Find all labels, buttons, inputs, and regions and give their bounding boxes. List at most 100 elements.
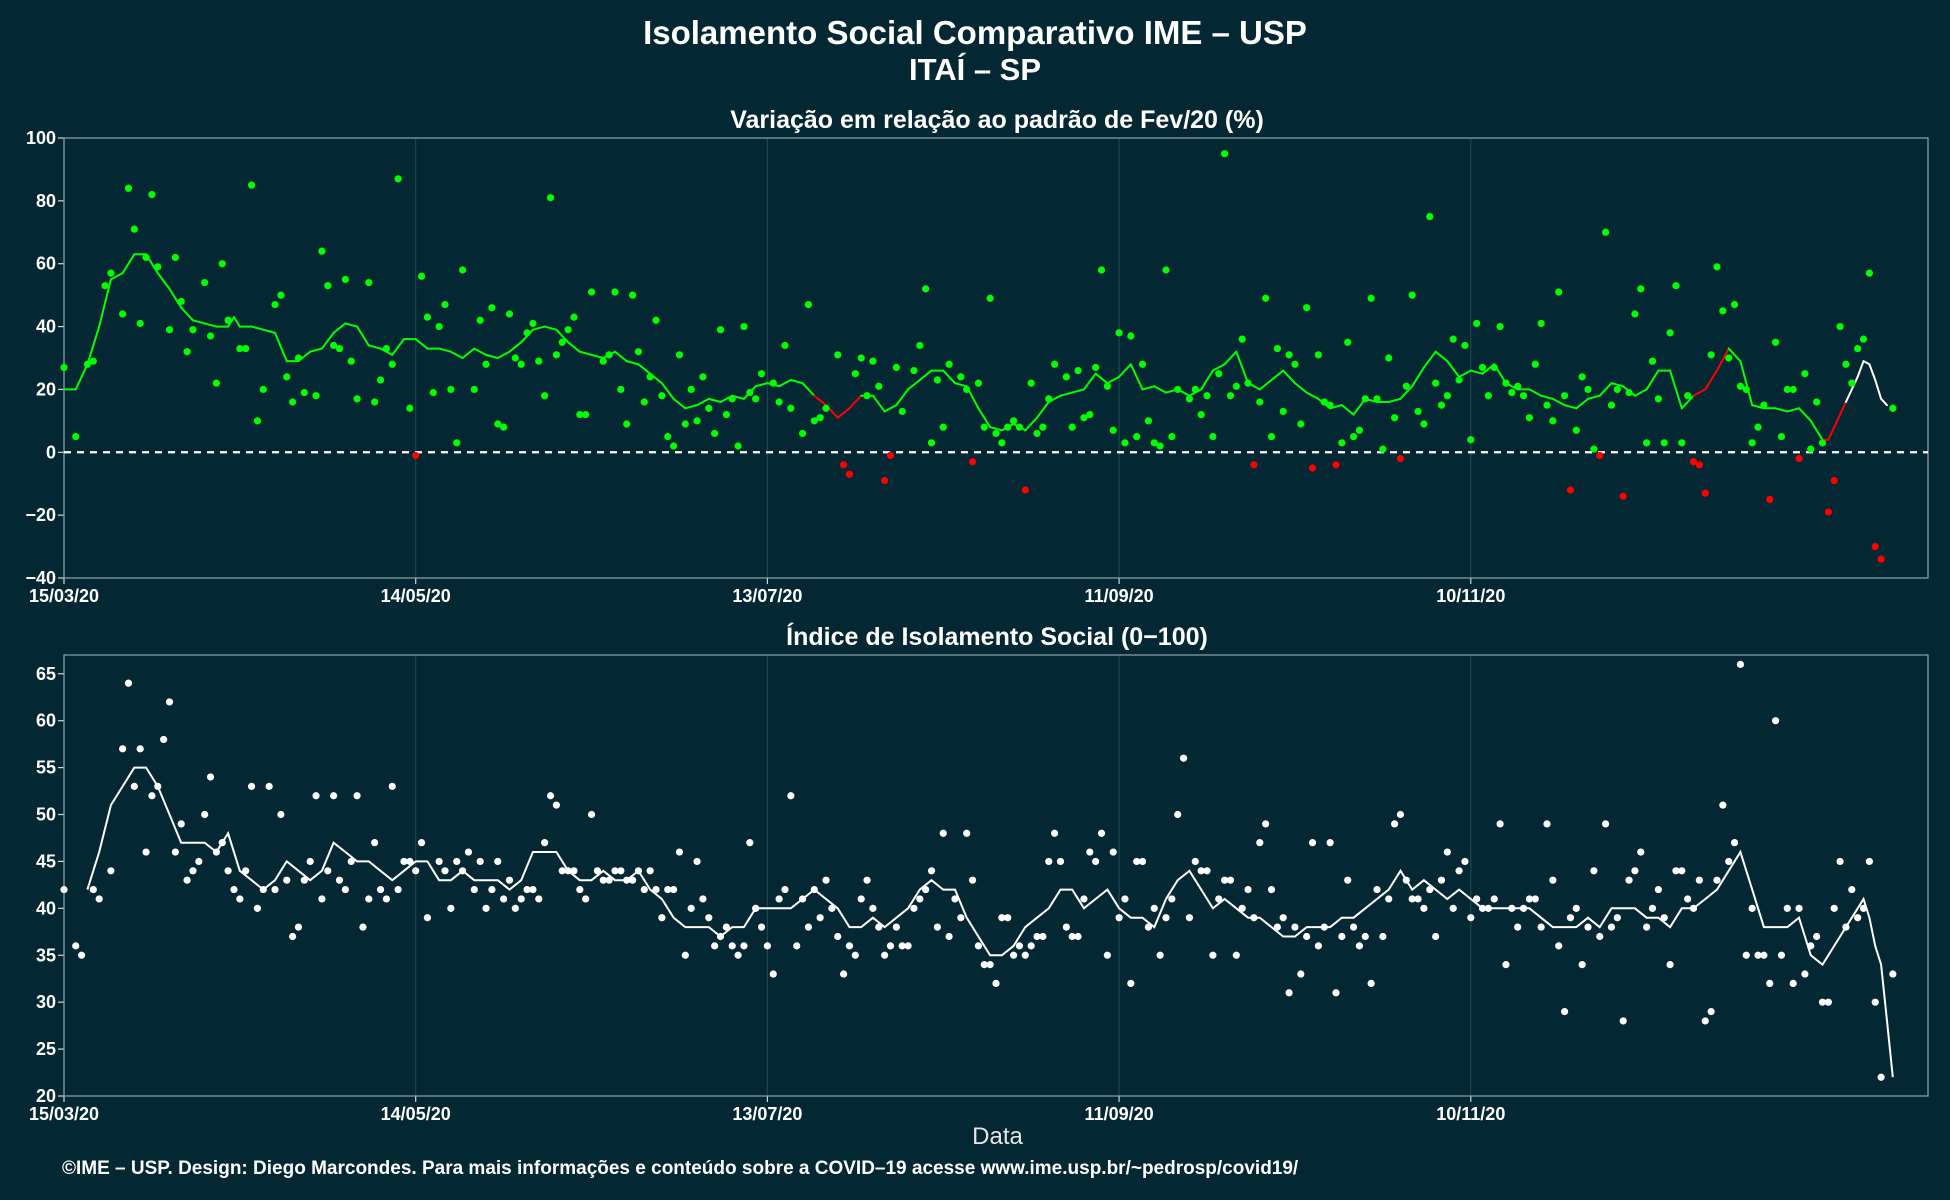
data-point <box>1865 857 1873 866</box>
data-point <box>1695 461 1703 469</box>
moving-average-segment <box>625 360 640 366</box>
data-point <box>1174 810 1182 819</box>
data-point <box>798 895 807 903</box>
data-point <box>1736 382 1745 390</box>
data-point <box>1420 904 1428 912</box>
data-point <box>1859 904 1868 912</box>
moving-average-segment <box>942 369 956 385</box>
data-point <box>992 979 1000 988</box>
data-point <box>623 876 631 884</box>
data-point <box>1162 914 1170 922</box>
data-point <box>1830 904 1838 912</box>
data-point <box>347 857 355 866</box>
data-point <box>1279 914 1287 922</box>
moving-average-segment <box>1715 347 1730 372</box>
data-point <box>1725 354 1733 362</box>
data-point <box>617 385 625 394</box>
data-point <box>670 885 678 894</box>
data-point <box>312 392 320 400</box>
data-point <box>939 829 947 837</box>
data-point <box>898 407 906 416</box>
moving-average-segment <box>1680 394 1695 410</box>
moving-average-segment <box>1129 363 1144 391</box>
moving-average-segment <box>180 306 194 322</box>
data-point <box>1531 895 1539 903</box>
data-point <box>201 278 209 287</box>
data-point <box>1701 489 1709 497</box>
data-point <box>711 429 719 438</box>
moving-average-segment <box>1223 350 1238 366</box>
data-point <box>593 867 602 875</box>
moving-average-segment <box>1094 372 1109 385</box>
data-point <box>670 442 678 450</box>
data-point <box>986 961 994 969</box>
y-tick-label: 45 <box>36 851 56 871</box>
data-point <box>523 885 531 894</box>
data-point <box>1238 904 1246 912</box>
data-point <box>875 923 883 931</box>
plot-border <box>63 137 1929 579</box>
moving-average-segment <box>473 347 488 356</box>
moving-average-segment <box>1598 382 1613 397</box>
data-point <box>1801 970 1809 978</box>
data-point <box>365 278 373 287</box>
data-point <box>1760 401 1768 409</box>
data-point <box>1566 914 1575 922</box>
y-tick-label: 40 <box>36 317 56 337</box>
data-point <box>734 951 742 959</box>
data-point <box>1332 989 1340 997</box>
data-point <box>1854 344 1862 353</box>
data-point <box>1062 923 1070 931</box>
data-point <box>441 867 449 875</box>
data-point <box>177 297 185 306</box>
data-point <box>986 294 994 302</box>
data-point <box>1566 486 1575 494</box>
data-point <box>1367 294 1375 302</box>
data-point <box>1150 904 1158 912</box>
data-point <box>1619 1017 1627 1025</box>
data-point <box>1121 439 1129 447</box>
data-point <box>318 247 326 255</box>
data-point <box>95 895 103 903</box>
data-point <box>189 867 197 875</box>
data-point <box>1613 385 1621 394</box>
data-point <box>628 876 637 884</box>
x-axis-label: Data <box>972 1123 1023 1150</box>
data-point <box>1643 439 1651 447</box>
data-point <box>154 782 162 790</box>
moving-average-segment <box>1059 391 1074 397</box>
data-point <box>1736 660 1745 668</box>
data-point <box>1754 423 1762 431</box>
data-point <box>851 370 859 378</box>
moving-average-segment <box>1258 379 1273 391</box>
data-point <box>1865 269 1873 277</box>
data-point <box>247 181 256 189</box>
moving-average-segment <box>1106 375 1121 385</box>
data-point <box>916 341 924 350</box>
data-point <box>1355 426 1364 434</box>
data-point <box>957 373 965 381</box>
data-point <box>974 379 983 387</box>
data-point <box>1449 335 1457 343</box>
data-point <box>1308 839 1317 847</box>
data-point <box>101 282 109 290</box>
data-point <box>845 942 854 950</box>
moving-average-segment <box>1411 366 1425 388</box>
data-point <box>945 360 953 368</box>
moving-average-segment <box>953 382 968 388</box>
data-point <box>933 376 941 384</box>
data-point <box>1766 495 1774 504</box>
data-point <box>1461 341 1469 350</box>
moving-average-segment <box>672 397 687 410</box>
data-point <box>810 417 818 425</box>
data-point <box>1490 895 1498 903</box>
data-point <box>898 942 906 950</box>
data-point <box>1326 401 1334 409</box>
moving-average-segment <box>660 382 675 400</box>
data-point <box>1314 351 1322 359</box>
data-point <box>1871 542 1879 551</box>
data-point <box>406 857 414 866</box>
data-point <box>224 316 232 324</box>
data-point <box>1678 867 1686 875</box>
data-point <box>1760 951 1768 959</box>
